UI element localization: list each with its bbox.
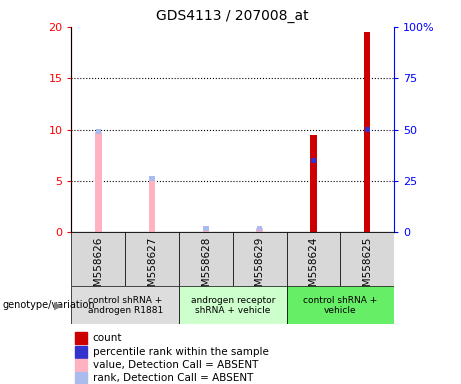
Text: androgen receptor
shRNA + vehicle: androgen receptor shRNA + vehicle [190, 296, 275, 315]
Bar [364, 32, 371, 232]
Text: GSM558628: GSM558628 [201, 237, 211, 300]
Bar [75, 332, 87, 344]
Text: value, Detection Call = ABSENT: value, Detection Call = ABSENT [93, 360, 258, 370]
Bar [311, 158, 316, 163]
Text: control shRNA +
androgen R1881: control shRNA + androgen R1881 [88, 296, 163, 315]
Bar [287, 286, 394, 324]
Text: GSM558626: GSM558626 [93, 237, 103, 300]
Bar [75, 372, 87, 384]
Bar [340, 232, 394, 286]
Bar [75, 359, 87, 371]
Bar [149, 179, 155, 232]
Text: GSM558629: GSM558629 [254, 237, 265, 300]
Bar [203, 226, 208, 231]
Text: ▶: ▶ [54, 300, 62, 310]
Bar [149, 176, 155, 182]
Bar [203, 228, 209, 232]
Bar [257, 226, 262, 231]
Text: GSM558627: GSM558627 [147, 237, 157, 300]
Text: GSM558624: GSM558624 [308, 237, 319, 300]
Bar [233, 232, 287, 286]
Bar [287, 232, 340, 286]
Bar [310, 135, 317, 232]
Bar [125, 232, 179, 286]
Bar [179, 232, 233, 286]
Bar [95, 132, 101, 232]
Bar [365, 127, 370, 132]
Bar [75, 346, 87, 358]
Title: GDS4113 / 207008_at: GDS4113 / 207008_at [156, 9, 309, 23]
Text: control shRNA +
vehicle: control shRNA + vehicle [303, 296, 378, 315]
Text: GSM558625: GSM558625 [362, 237, 372, 300]
Text: count: count [93, 333, 122, 343]
Bar [96, 129, 101, 134]
Text: rank, Detection Call = ABSENT: rank, Detection Call = ABSENT [93, 373, 253, 384]
Bar [71, 286, 179, 324]
Text: genotype/variation: genotype/variation [2, 300, 95, 310]
Text: percentile rank within the sample: percentile rank within the sample [93, 347, 269, 357]
Bar [256, 228, 263, 232]
Bar [179, 286, 287, 324]
Bar [71, 232, 125, 286]
